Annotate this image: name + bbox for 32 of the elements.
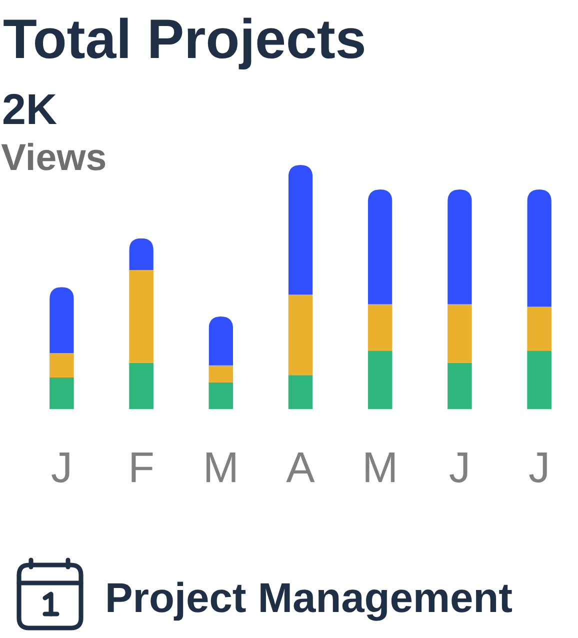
bar xyxy=(50,287,74,354)
bar xyxy=(448,189,472,304)
x-tick-label: J xyxy=(450,452,468,483)
bar xyxy=(448,362,472,410)
chart-subtitle: 2K xyxy=(3,94,57,124)
chart-title: Total Projects xyxy=(4,18,364,70)
annotation: Views xyxy=(1,142,106,170)
bar xyxy=(50,353,74,378)
bar xyxy=(527,350,552,410)
bar xyxy=(208,382,234,410)
x-tick-label: A xyxy=(286,452,315,482)
x-tick-label: J xyxy=(52,452,70,483)
x-tick-label: F xyxy=(132,452,153,482)
x-tick-label: M xyxy=(366,452,394,482)
bar xyxy=(448,304,472,363)
x-tick-label: M xyxy=(206,452,236,482)
bar xyxy=(368,350,392,410)
bar xyxy=(368,304,392,351)
bar xyxy=(288,375,313,410)
bar xyxy=(208,316,234,366)
bar xyxy=(129,362,154,410)
bar xyxy=(129,238,154,270)
bar xyxy=(527,306,552,351)
bar xyxy=(527,189,552,307)
bar xyxy=(50,378,74,410)
bar xyxy=(368,189,392,304)
bar xyxy=(208,365,234,382)
bar xyxy=(288,294,313,376)
bar xyxy=(288,165,313,294)
x-tick-label: J xyxy=(529,452,547,483)
text: Project Management xyxy=(108,582,512,621)
bar xyxy=(129,270,154,363)
